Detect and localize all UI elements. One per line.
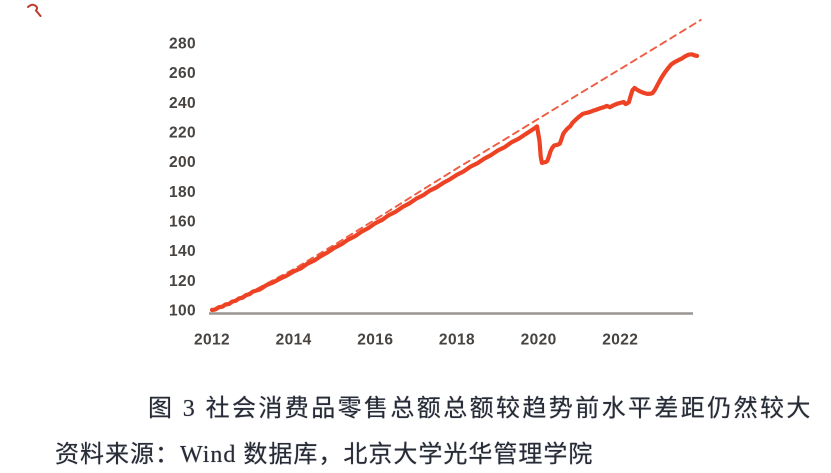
actual-line <box>209 52 700 313</box>
trend-line <box>215 19 702 311</box>
y-tick-label: 260 <box>169 65 196 82</box>
y-tick-label: 280 <box>169 36 196 53</box>
x-tick-label: 2014 <box>276 332 312 349</box>
x-tick-label: 2020 <box>521 332 557 349</box>
y-tick-label: 120 <box>169 273 196 290</box>
x-tick-label: 2018 <box>439 332 475 349</box>
retail-sales-chart: 100 120 140 160 180 200 220 240 260 280 2012 2014 20… <box>169 19 702 349</box>
figure-source: 资料来源：Wind 数据库，北京大学光华管理学院 <box>55 442 594 468</box>
y-tick-label: 220 <box>169 125 196 142</box>
x-tick-label: 2012 <box>194 332 230 349</box>
y-tick-label: 240 <box>169 95 196 112</box>
y-tick-label: 180 <box>169 184 196 201</box>
y-tick-label: 100 <box>169 303 196 320</box>
y-tick-label: 140 <box>169 243 196 260</box>
y-tick-label: 160 <box>169 214 196 231</box>
y-tick-label: 200 <box>169 154 196 171</box>
x-tick-label: 2022 <box>602 332 638 349</box>
x-tick-label: 2016 <box>357 332 393 349</box>
chart-canvas: 100 120 140 160 180 200 220 240 260 280 2012 2014 20… <box>169 19 702 349</box>
red-pen-mark-icon <box>27 3 42 17</box>
figure-caption: 图 3 社会消费品零售总额总额较趋势前水平差距仍然较大 <box>148 396 813 422</box>
